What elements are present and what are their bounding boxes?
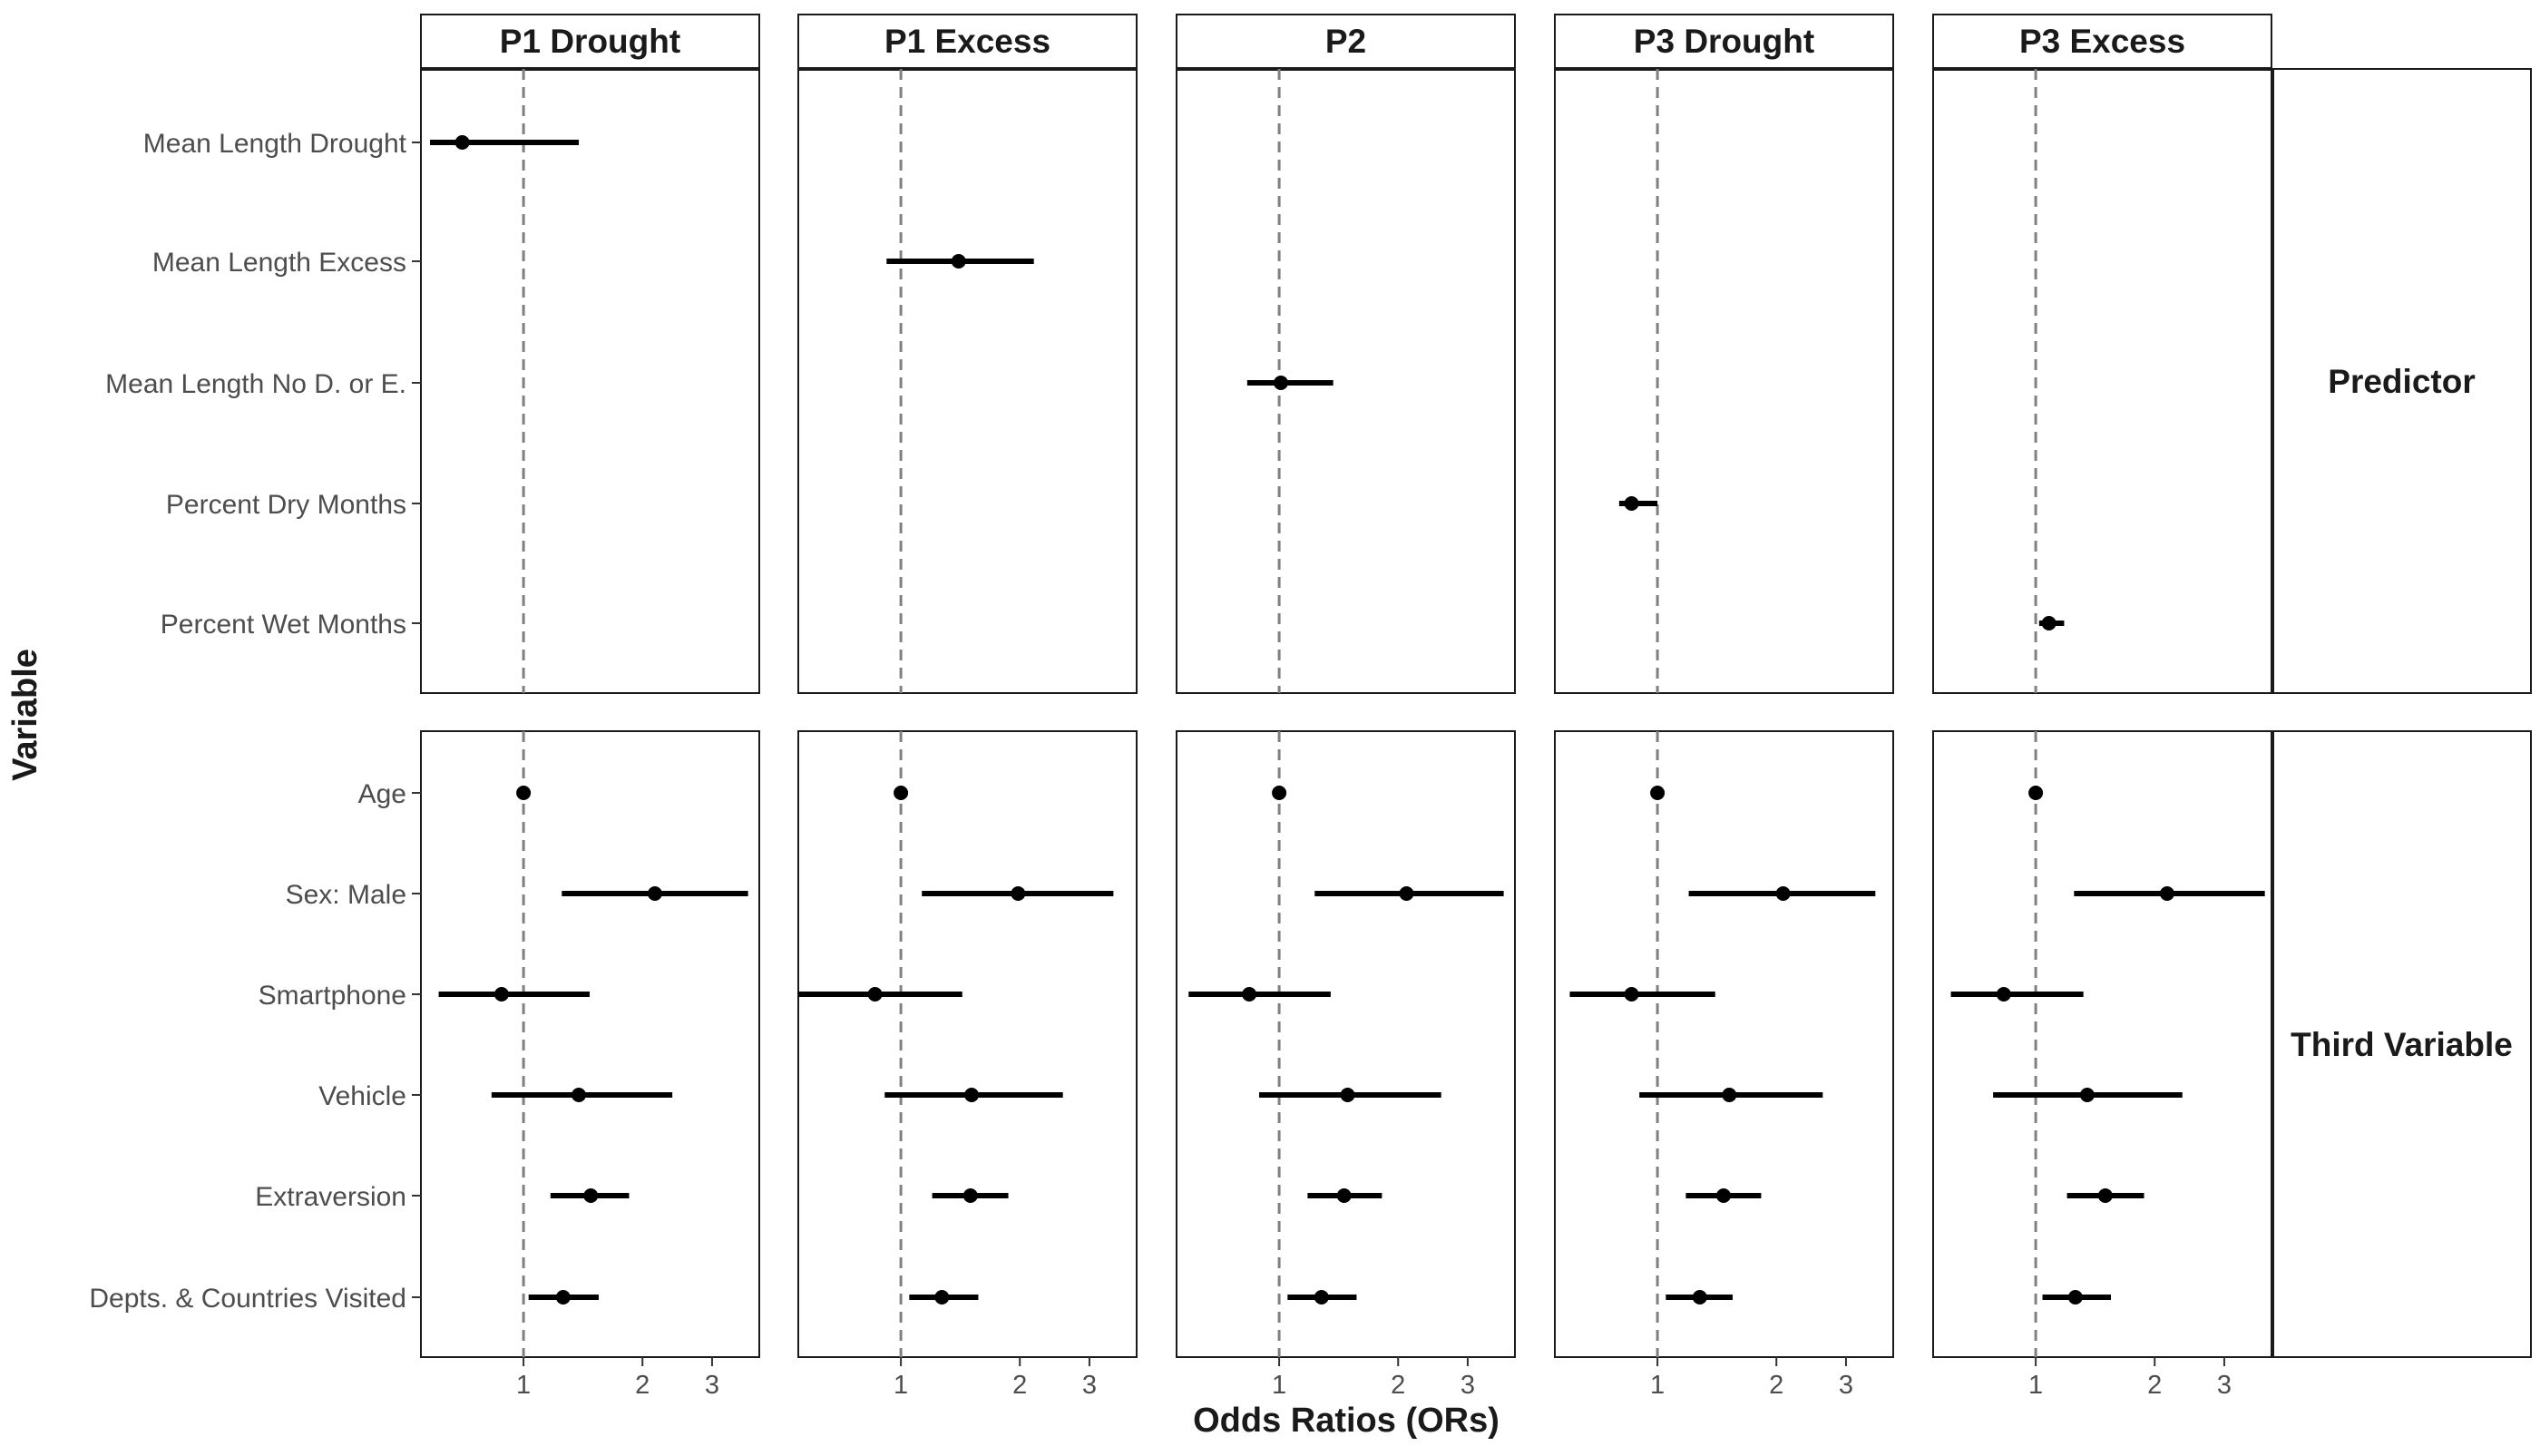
estimate-point-p3-excess-vehicle xyxy=(2079,1088,2095,1102)
estimate-point-p2-vehicle xyxy=(1340,1088,1355,1102)
x-tick-label-p1-excess-1: 1 xyxy=(894,1371,908,1400)
data-marks-layer xyxy=(430,135,2265,1305)
estimate-point-p2-depts-countries-visited xyxy=(1314,1290,1329,1305)
estimate-point-p1-drought-depts-countries-visited xyxy=(555,1290,571,1305)
facet-strip-p1-drought xyxy=(420,14,760,70)
x-tick-label-p1-excess-2: 2 xyxy=(1012,1371,1027,1400)
variable-label-mean-length-drought: Mean Length Drought xyxy=(143,129,407,159)
panel-p1-drought-third-variable xyxy=(420,730,760,1358)
panel-p3-drought-predictor xyxy=(1554,68,1894,694)
estimate-point-p3-drought-depts-countries-visited xyxy=(1692,1290,1707,1305)
panel-p3-excess-predictor xyxy=(1932,68,2272,694)
row-strip-label-predictor: Predictor xyxy=(2328,363,2475,400)
row-strip-label-third-variable: Third Variable xyxy=(2291,1026,2513,1063)
y-axis-title: Variable xyxy=(6,649,44,781)
estimate-point-p2-mean-length-no-d-or-e xyxy=(1273,376,1288,390)
estimate-point-p1-drought-sex-male xyxy=(647,886,662,901)
estimate-point-p3-drought-vehicle xyxy=(1722,1088,1737,1102)
estimate-point-p3-drought-sex-male xyxy=(1775,886,1791,901)
estimate-point-p1-excess-extraversion xyxy=(962,1188,978,1203)
panel-p2-predictor xyxy=(1176,68,1516,694)
variable-label-smartphone: Smartphone xyxy=(259,981,406,1011)
facet-title-p3-drought: P3 Drought xyxy=(1634,23,1814,60)
variable-label-percent-wet-months: Percent Wet Months xyxy=(161,610,406,640)
estimate-point-p2-age xyxy=(1272,786,1287,800)
panel-p2-third-variable xyxy=(1176,730,1516,1358)
x-tick-label-p2-3: 3 xyxy=(1460,1371,1475,1400)
panel-p1-excess-predictor xyxy=(797,68,1138,694)
estimate-point-p1-excess-smartphone xyxy=(867,987,883,1002)
variable-label-vehicle: Vehicle xyxy=(318,1081,406,1111)
x-tick-label-p2-1: 1 xyxy=(1272,1371,1286,1400)
estimate-point-p1-excess-depts-countries-visited xyxy=(934,1290,950,1305)
x-tick-label-p3-drought-1: 1 xyxy=(1650,1371,1665,1400)
facet-title-p1-drought: P1 Drought xyxy=(500,23,680,60)
estimate-point-p2-extraversion xyxy=(1336,1188,1352,1203)
estimate-point-p3-excess-depts-countries-visited xyxy=(2067,1290,2083,1305)
x-tick-label-p3-excess-3: 3 xyxy=(2217,1371,2232,1400)
estimate-point-p1-drought-age xyxy=(516,786,532,800)
estimate-point-p1-drought-mean-length-drought xyxy=(454,135,470,150)
facet-title-p1-excess: P1 Excess xyxy=(884,23,1050,60)
estimate-point-p1-drought-vehicle xyxy=(572,1088,587,1102)
panels-layer: P1 Drought P1 Excess P2 P3 Drought P3 Excess xyxy=(420,14,2272,1358)
estimate-point-p3-excess-age xyxy=(2028,786,2044,800)
row-strips-layer: Predictor Third Variable xyxy=(2271,68,2532,1358)
panel-p3-drought-third-variable xyxy=(1554,730,1894,1358)
estimate-point-p2-sex-male xyxy=(1399,886,1414,901)
variable-labels-layer: Mean Length Drought Mean Length Excess Mea… xyxy=(89,129,421,1314)
row-strip-predictor xyxy=(2271,68,2532,694)
x-tick-label-p1-drought-2: 2 xyxy=(635,1371,650,1400)
facet-strip-p2 xyxy=(1176,14,1516,70)
variable-label-age: Age xyxy=(358,779,406,809)
row-strip-third-variable xyxy=(2271,730,2532,1358)
x-tick-label-p3-drought-2: 2 xyxy=(1769,1371,1783,1400)
panel-p3-excess-third-variable xyxy=(1932,730,2272,1358)
x-tick-label-p1-drought-3: 3 xyxy=(705,1371,719,1400)
estimate-point-p3-excess-sex-male xyxy=(2159,886,2174,901)
facet-title-p3-excess: P3 Excess xyxy=(2019,23,2185,60)
panel-p1-excess-third-variable xyxy=(797,730,1138,1358)
panel-p1-drought-predictor xyxy=(420,68,760,694)
variable-label-depts-countries-visited: Depts. & Countries Visited xyxy=(89,1284,406,1314)
estimate-point-p2-smartphone xyxy=(1242,987,1257,1002)
variable-label-sex-male: Sex: Male xyxy=(286,880,406,910)
x-axis-title: Odds Ratios (ORs) xyxy=(1193,1402,1500,1440)
facet-strip-p3-excess xyxy=(1932,14,2272,70)
estimate-point-p1-excess-age xyxy=(894,786,909,800)
x-tick-label-p1-excess-3: 3 xyxy=(1082,1371,1097,1400)
x-tick-label-p3-drought-3: 3 xyxy=(1839,1371,1853,1400)
facet-title-p2: P2 xyxy=(1325,23,1366,60)
x-tick-label-p3-excess-2: 2 xyxy=(2147,1371,2162,1400)
variable-label-mean-length-excess: Mean Length Excess xyxy=(152,248,406,278)
variable-label-extraversion: Extraversion xyxy=(255,1182,406,1212)
estimate-point-p3-drought-age xyxy=(1650,786,1666,800)
variable-label-mean-length-no-d-or-e: Mean Length No D. or E. xyxy=(105,369,406,399)
estimate-point-p3-drought-smartphone xyxy=(1624,987,1639,1002)
x-tick-label-p1-drought-1: 1 xyxy=(516,1371,531,1400)
estimate-point-p1-excess-mean-length-excess xyxy=(951,254,966,269)
estimate-point-p3-excess-extraversion xyxy=(2097,1188,2113,1203)
x-tick-label-p2-2: 2 xyxy=(1391,1371,1405,1400)
estimate-point-p1-drought-extraversion xyxy=(583,1188,599,1203)
variable-label-percent-dry-months: Percent Dry Months xyxy=(166,490,406,520)
x-ticks-layer: 1 2 3 1 2 3 1 2 3 1 2 3 1 2 3 xyxy=(516,1357,2232,1400)
x-tick-label-p3-excess-1: 1 xyxy=(2028,1371,2043,1400)
estimate-point-p1-excess-vehicle xyxy=(964,1088,980,1102)
estimate-point-p3-excess-smartphone xyxy=(1996,987,2011,1002)
estimate-point-p1-drought-smartphone xyxy=(493,987,509,1002)
estimate-point-p3-drought-extraversion xyxy=(1715,1188,1731,1203)
estimate-point-p3-drought-percent-dry-months xyxy=(1624,496,1639,511)
estimate-point-p3-excess-percent-wet-months xyxy=(2041,616,2056,630)
facet-strip-p3-drought xyxy=(1554,14,1894,70)
estimate-point-p1-excess-sex-male xyxy=(1011,886,1026,901)
